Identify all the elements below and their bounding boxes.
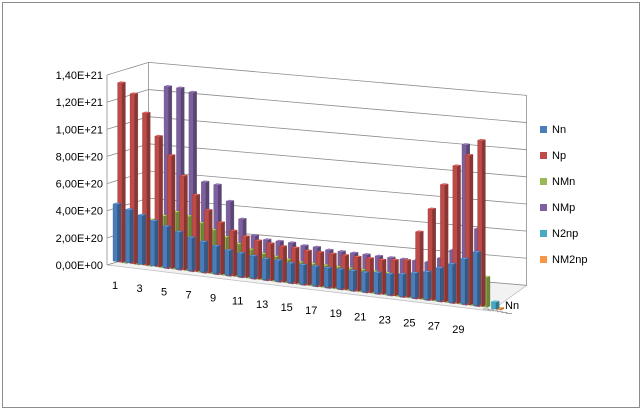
bar-Nn-24 [398,272,407,297]
bar-Nn-3 [137,213,146,265]
legend-label: NMp [552,202,575,214]
bar-Nn-22 [373,271,382,294]
legend-label: Np [552,150,566,162]
bar-Nn-11 [236,251,246,277]
y-axis-ticks: 0,00E+00 2,00E+20 4,00E+20 6,00E+20 8,00E+20… [56,70,103,272]
bar-Nn-12 [249,254,258,279]
bar-Nn-17 [311,264,320,287]
y-tick-label: 1,00E+21 [56,124,103,136]
x-tick-label: 29 [452,324,464,336]
legend-swatch [540,256,547,263]
y-tick-label: 2,00E+20 [56,233,103,245]
bar-Nn-29 [460,257,469,305]
x-tick-label: 11 [232,296,243,308]
y-tick-label: 6,00E+20 [56,179,103,191]
bar-Nn-8 [199,240,208,273]
x-tick-label: 17 [305,305,317,317]
legend-swatch [540,152,547,159]
y-tick-label: 0,00E+00 [56,260,103,272]
x-tick-label: 19 [330,308,342,320]
x-tick-label: 3 [136,283,142,295]
y-tick-label: 1,40E+21 [56,70,103,82]
legend-item-NMp: NMp [540,202,575,214]
x-tick-label: 21 [354,311,366,323]
bar-Nn-19 [336,267,345,290]
x-tick-label: 25 [403,318,415,330]
legend: Nn Np NMn NMp N2np NM2np [540,124,587,266]
legend-label: Nn [552,124,566,136]
bar-Nn-25 [410,271,419,299]
bar-Nn-9 [212,244,221,274]
legend-swatch [540,204,547,211]
chart-svg: 0,00E+00 2,00E+20 4,00E+20 6,00E+20 8,00E+20… [56,61,587,336]
bar-Nn-15 [286,261,295,284]
legend-swatch [540,178,547,185]
x-tick-label: 7 [186,289,192,301]
legend-label: N2np [552,228,578,240]
bar-Nn-6 [174,230,184,270]
legend-label: NMn [552,176,575,188]
bar-N2np-30 [491,300,500,310]
bar-Nn-5 [162,225,171,268]
bar-Nn-4 [150,219,159,267]
bar-Nn-10 [224,248,233,276]
x-tick-label: 13 [256,299,268,311]
legend-swatch [540,230,547,237]
legend-item-NM2np: NM2np [540,254,587,266]
x-tick-label: 1 [112,280,118,292]
x-tick-label: 23 [379,314,391,326]
bar-Nn-30 [472,250,481,306]
bars [112,81,504,311]
bar-Nn-28 [448,262,457,303]
bar-Nn-20 [348,269,357,291]
depth-axis-label: Nn [505,300,519,312]
x-tick-label: 5 [161,286,167,298]
legend-item-Np: Np [540,150,566,162]
x-tick-label: 15 [281,302,293,314]
x-tick-label: 27 [428,321,440,333]
bar-Nn-2 [125,208,134,264]
chart-area: 0,00E+00 2,00E+20 4,00E+20 6,00E+20 8,00E+20… [2,2,640,408]
bar-Nn-27 [435,266,444,302]
legend-item-Nn: Nn [540,124,566,136]
y-tick-label: 8,00E+20 [56,151,103,163]
bar-Nn-1 [112,202,121,262]
bar-Nn-18 [323,266,332,288]
y-tick-label: 1,20E+21 [56,97,103,109]
bar-Nn-23 [385,272,395,296]
bar-Np-1 [117,81,126,263]
bar-Np-6 [179,174,188,271]
x-axis-ticks: 1 3 5 7 9 11 13 15 17 19 21 23 25 27 29 [112,280,512,336]
bar-Np-28 [452,164,461,304]
legend-item-N2np: N2np [540,228,578,240]
y-tick-label: 4,00E+20 [56,206,103,218]
bar-Nn-14 [274,259,283,282]
bar-Nn-26 [423,270,432,300]
bar-Nn-16 [299,263,308,285]
bar-Nn-13 [261,257,270,281]
legend-item-NMn: NMn [540,176,575,188]
bar-Nn-21 [361,270,370,293]
x-tick-label: 9 [210,293,216,305]
legend-label: NM2np [552,254,587,266]
bar-Nn-7 [187,236,196,271]
legend-swatch [540,126,547,133]
